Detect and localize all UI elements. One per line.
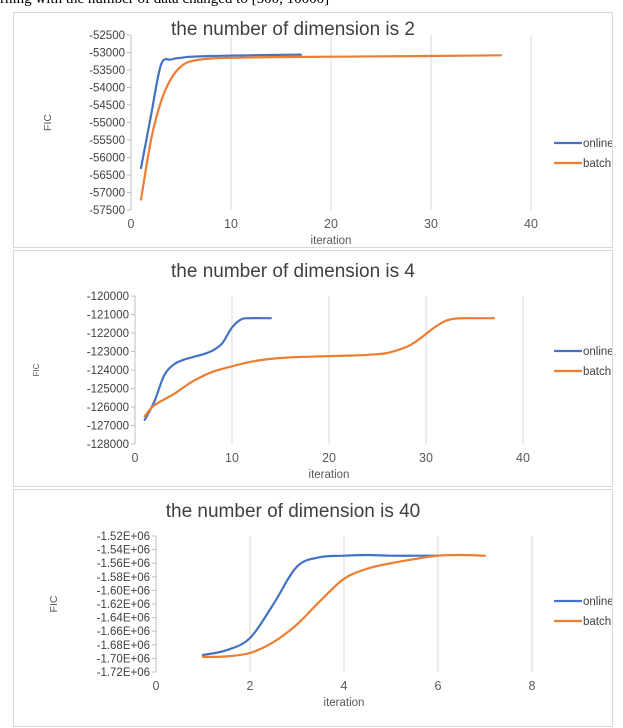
y-tick-label: -56500 (89, 170, 125, 182)
y-tick-label: -121000 (87, 310, 129, 322)
legend-label-online: online (583, 596, 612, 608)
x-tick-label: 8 (529, 679, 536, 693)
y-tick-label: -1.64E+06 (97, 613, 150, 625)
x-tick-label: 10 (224, 217, 238, 231)
y-tick-label: -123000 (87, 347, 129, 359)
chart-svg-dimension-4: the number of dimension is 4 -120000 -1210… (32, 261, 612, 481)
y-tick-label: -120000 (87, 291, 129, 303)
y-tick-label: -55500 (89, 135, 125, 147)
x-tick-label: 40 (524, 217, 538, 231)
series-line-batch (143, 317, 495, 418)
y-tick-label: -53500 (89, 65, 125, 77)
y-tick-label: -54000 (89, 83, 125, 95)
x-axis-label: iteration (311, 235, 352, 247)
y-tick-label: -1.68E+06 (97, 640, 150, 652)
x-axis-label: iteration (324, 697, 365, 709)
y-tick-label: -1.72E+06 (97, 667, 150, 679)
chart-svg-dimension-2: the number of dimension is 2 -52500 -53000… (42, 19, 612, 247)
y-tick-label: -124000 (87, 365, 129, 377)
x-tick-label: 2 (247, 679, 254, 693)
x-tick-label: 0 (128, 217, 135, 231)
chart-panel-dimension-2: the number of dimension is 2 -52500 -53000… (13, 12, 613, 248)
y-tick-label: -1.66E+06 (97, 626, 150, 638)
y-axis-label: FIC (32, 363, 41, 376)
y-tick-label: -1.58E+06 (97, 572, 150, 584)
series-line-online (143, 317, 272, 421)
chart-panel-dimension-40: the number of dimension is 40 -1.52E+06 -1… (13, 489, 613, 727)
y-axis-label: FIC (48, 595, 60, 612)
legend-label-batch: batch (583, 616, 611, 628)
y-tick-label: -54500 (89, 100, 125, 112)
series-line-online (139, 53, 303, 170)
y-tick-label: -55000 (89, 118, 125, 130)
chart-panel-dimension-4: the number of dimension is 4 -120000 -1210… (13, 250, 613, 487)
y-tick-label: -127000 (87, 421, 129, 433)
chart-title: the number of dimension is 2 (171, 19, 415, 40)
x-tick-label: 30 (419, 451, 433, 465)
y-tick-label: -56000 (89, 153, 125, 165)
y-tick-label: -1.62E+06 (97, 599, 150, 611)
y-tick-label: -125000 (87, 384, 129, 396)
x-tick-label: 0 (132, 451, 139, 465)
y-tick-label: -57500 (89, 205, 125, 217)
series-line-online (201, 553, 440, 657)
y-tick-label: -126000 (87, 402, 129, 414)
chart-title: the number of dimension is 4 (171, 261, 415, 282)
y-tick-label: -1.70E+06 (97, 653, 150, 665)
y-axis-label: FIC (42, 114, 54, 131)
x-tick-label: 30 (424, 217, 438, 231)
x-tick-label: 4 (341, 679, 348, 693)
caption-text: rning with the number of data changed to… (0, 0, 623, 11)
legend-label-online: online (583, 138, 612, 150)
legend-label-batch: batch (583, 158, 611, 170)
x-tick-label: 0 (153, 679, 160, 693)
chart-svg-dimension-40: the number of dimension is 40 -1.52E+06 -1… (48, 501, 612, 709)
legend-label-batch: batch (583, 366, 611, 378)
y-tick-label: -128000 (87, 439, 129, 451)
series-line-batch (139, 54, 503, 201)
y-tick-label: -1.52E+06 (97, 531, 150, 543)
y-tick-label: -52500 (89, 30, 125, 42)
x-tick-label: 40 (516, 451, 530, 465)
x-tick-label: 20 (324, 217, 338, 231)
y-tick-label: -1.56E+06 (97, 558, 150, 570)
y-tick-label: -1.54E+06 (97, 545, 150, 557)
x-tick-label: 6 (435, 679, 442, 693)
x-tick-label: 10 (225, 451, 239, 465)
x-axis-label: iteration (309, 469, 350, 481)
x-tick-label: 20 (322, 451, 336, 465)
chart-title: the number of dimension is 40 (166, 501, 421, 522)
y-tick-label: -1.60E+06 (97, 585, 150, 597)
legend-label-online: online (583, 346, 612, 358)
series-line-batch (201, 553, 487, 659)
y-tick-label: -53000 (89, 48, 125, 60)
y-tick-label: -122000 (87, 328, 129, 340)
y-tick-label: -57000 (89, 188, 125, 200)
